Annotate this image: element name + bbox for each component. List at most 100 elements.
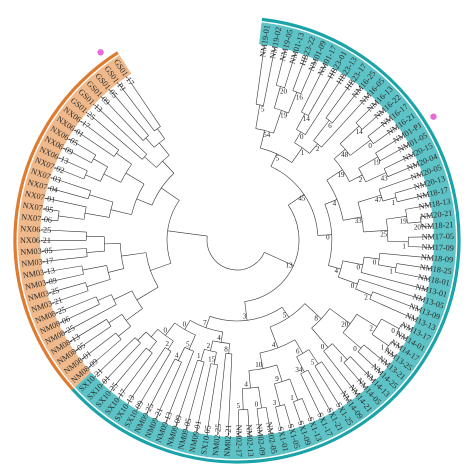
branch-line: [363, 230, 388, 233]
branch-line: [146, 358, 176, 414]
bootstrap-value: 4: [244, 380, 248, 388]
bootstrap-value: 5: [261, 105, 265, 113]
bootstrap-value: 0: [326, 233, 330, 241]
branch-line: [274, 383, 281, 406]
branch-line: [269, 326, 279, 348]
branch-line: [396, 263, 431, 269]
branch-line: [150, 262, 172, 271]
branch-arc: [134, 337, 141, 344]
leaf-label: NM02-09: [254, 423, 267, 456]
branch-line: [58, 157, 88, 172]
bootstrap-value: 47: [375, 196, 383, 204]
bootstrap-value: 33: [355, 217, 363, 225]
branch-line: [51, 290, 89, 304]
branch-arc: [100, 166, 108, 182]
bootstrap-value: 0: [351, 282, 355, 290]
branch-line: [217, 353, 226, 436]
branch-arc: [244, 204, 300, 302]
bootstrap-value: 19: [337, 171, 345, 179]
clade-color-bands: [13, 17, 461, 464]
branch-arc: [420, 216, 422, 227]
bootstrap-value: 19: [373, 159, 381, 167]
bootstrap-value: 8: [224, 345, 228, 353]
branch-line: [184, 320, 191, 330]
branch-line: [379, 252, 433, 259]
leaf-label: NM18-21: [421, 220, 454, 231]
bootstrap-value: 2: [316, 145, 320, 153]
bootstrap-value: 1: [197, 352, 201, 360]
branch-line: [343, 216, 362, 221]
branch-arc: [324, 204, 333, 266]
bootstrap-value: 3: [243, 313, 247, 321]
bootstrap-value: 6: [328, 122, 332, 130]
branch-line: [167, 230, 208, 237]
bootstrap-value: 43: [381, 174, 389, 182]
branch-line: [227, 353, 233, 436]
bootstrap-value: 0: [353, 345, 357, 353]
branch-line: [43, 208, 60, 212]
branch-line: [108, 314, 123, 324]
branch-arc: [113, 149, 120, 157]
branch-line: [84, 212, 110, 218]
branch-arc: [355, 279, 360, 290]
branch-line: [386, 215, 407, 220]
branch-line: [102, 97, 144, 141]
branch-line: [127, 77, 161, 127]
branch-line: [296, 113, 306, 130]
branch-line: [281, 307, 290, 318]
branch-line: [110, 90, 149, 136]
branch-line: [42, 218, 58, 222]
branch-arc: [270, 166, 319, 236]
bootstrap-value: 54: [263, 131, 271, 139]
branch-line: [64, 304, 117, 333]
bootstrap-value: 14: [356, 128, 364, 136]
bootstrap-value: 14: [303, 115, 311, 123]
branch-line: [178, 347, 185, 361]
branch-line: [85, 174, 101, 182]
branch-line: [165, 322, 176, 336]
branch-line: [394, 183, 425, 194]
branch-line: [304, 75, 344, 135]
branch-arc: [91, 154, 97, 163]
teal-clade-arc: [71, 17, 461, 464]
branch-line: [367, 118, 391, 137]
bootstrap-value: 0: [368, 142, 372, 150]
branch-line: [51, 177, 91, 192]
bootstrap-value: 5: [311, 359, 315, 367]
bootstrap-value: 2: [369, 324, 373, 332]
bootstrap-value: 10: [255, 361, 263, 369]
branch-line: [103, 173, 121, 183]
branch-line: [167, 340, 174, 350]
bootstrap-value: 45: [298, 194, 306, 202]
branch-line: [288, 91, 298, 114]
bootstrap-value: 0: [163, 326, 167, 334]
branch-line: [420, 215, 432, 218]
branch-line: [304, 303, 322, 320]
branch-line: [161, 187, 180, 201]
branch-line: [382, 197, 397, 202]
branch-line: [349, 139, 371, 156]
leaf-label: NM02-17: [234, 425, 243, 457]
branch-arc: [269, 303, 306, 328]
tree-branches: [40, 45, 433, 436]
branch-line: [361, 109, 385, 130]
branch-line: [196, 363, 212, 432]
bootstrap-value: 9: [275, 375, 279, 383]
branch-line: [119, 352, 153, 397]
branch-line: [321, 361, 350, 402]
branch-line: [284, 52, 296, 88]
leaf-label: NM17-05: [422, 232, 454, 242]
leaf-label: NM02-21: [223, 424, 233, 457]
highlight-marker-dot: [97, 49, 104, 56]
branch-line: [369, 298, 417, 320]
branch-line: [372, 291, 421, 311]
branch-line: [127, 347, 166, 404]
branch-line: [263, 47, 276, 106]
bootstrap-value: 2: [207, 342, 211, 350]
branch-line: [45, 273, 84, 284]
branch-line: [350, 356, 374, 381]
branch-line: [69, 319, 107, 343]
branch-line: [59, 304, 100, 324]
